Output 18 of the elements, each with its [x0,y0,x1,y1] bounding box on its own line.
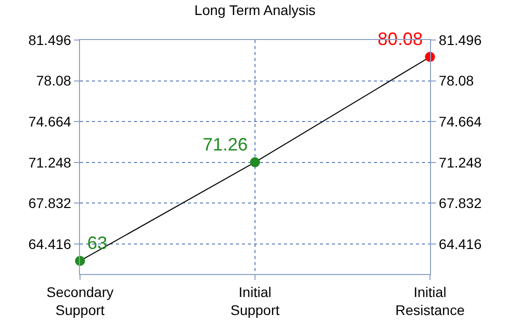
x-tick-label: Initial Support [230,284,280,318]
y2-tick-label: 64.416 [438,236,482,252]
y-tick-label: 81.496 [28,32,72,48]
y-tick-label: 71.248 [28,154,72,170]
data-label: 71.26 [202,134,248,154]
chart-title: Long Term Analysis [194,2,316,18]
y-tick-label: 64.416 [28,236,72,252]
point [250,157,260,168]
y-tick-label: 74.664 [28,113,72,130]
y2-tick-label: 81.496 [438,32,482,48]
y2-tick-label: 78.08 [438,72,474,89]
y2-tick-label: 74.664 [438,113,482,130]
y-tick-label: 67.832 [28,195,72,212]
y-tick-label: 78.08 [36,72,72,89]
y2-tick-label: 71.248 [438,154,482,170]
y2-tick-label: 67.832 [438,195,482,212]
x-tick-label: Secondary Support [46,284,114,318]
x-tick-label: Initial Resistance [395,284,465,318]
